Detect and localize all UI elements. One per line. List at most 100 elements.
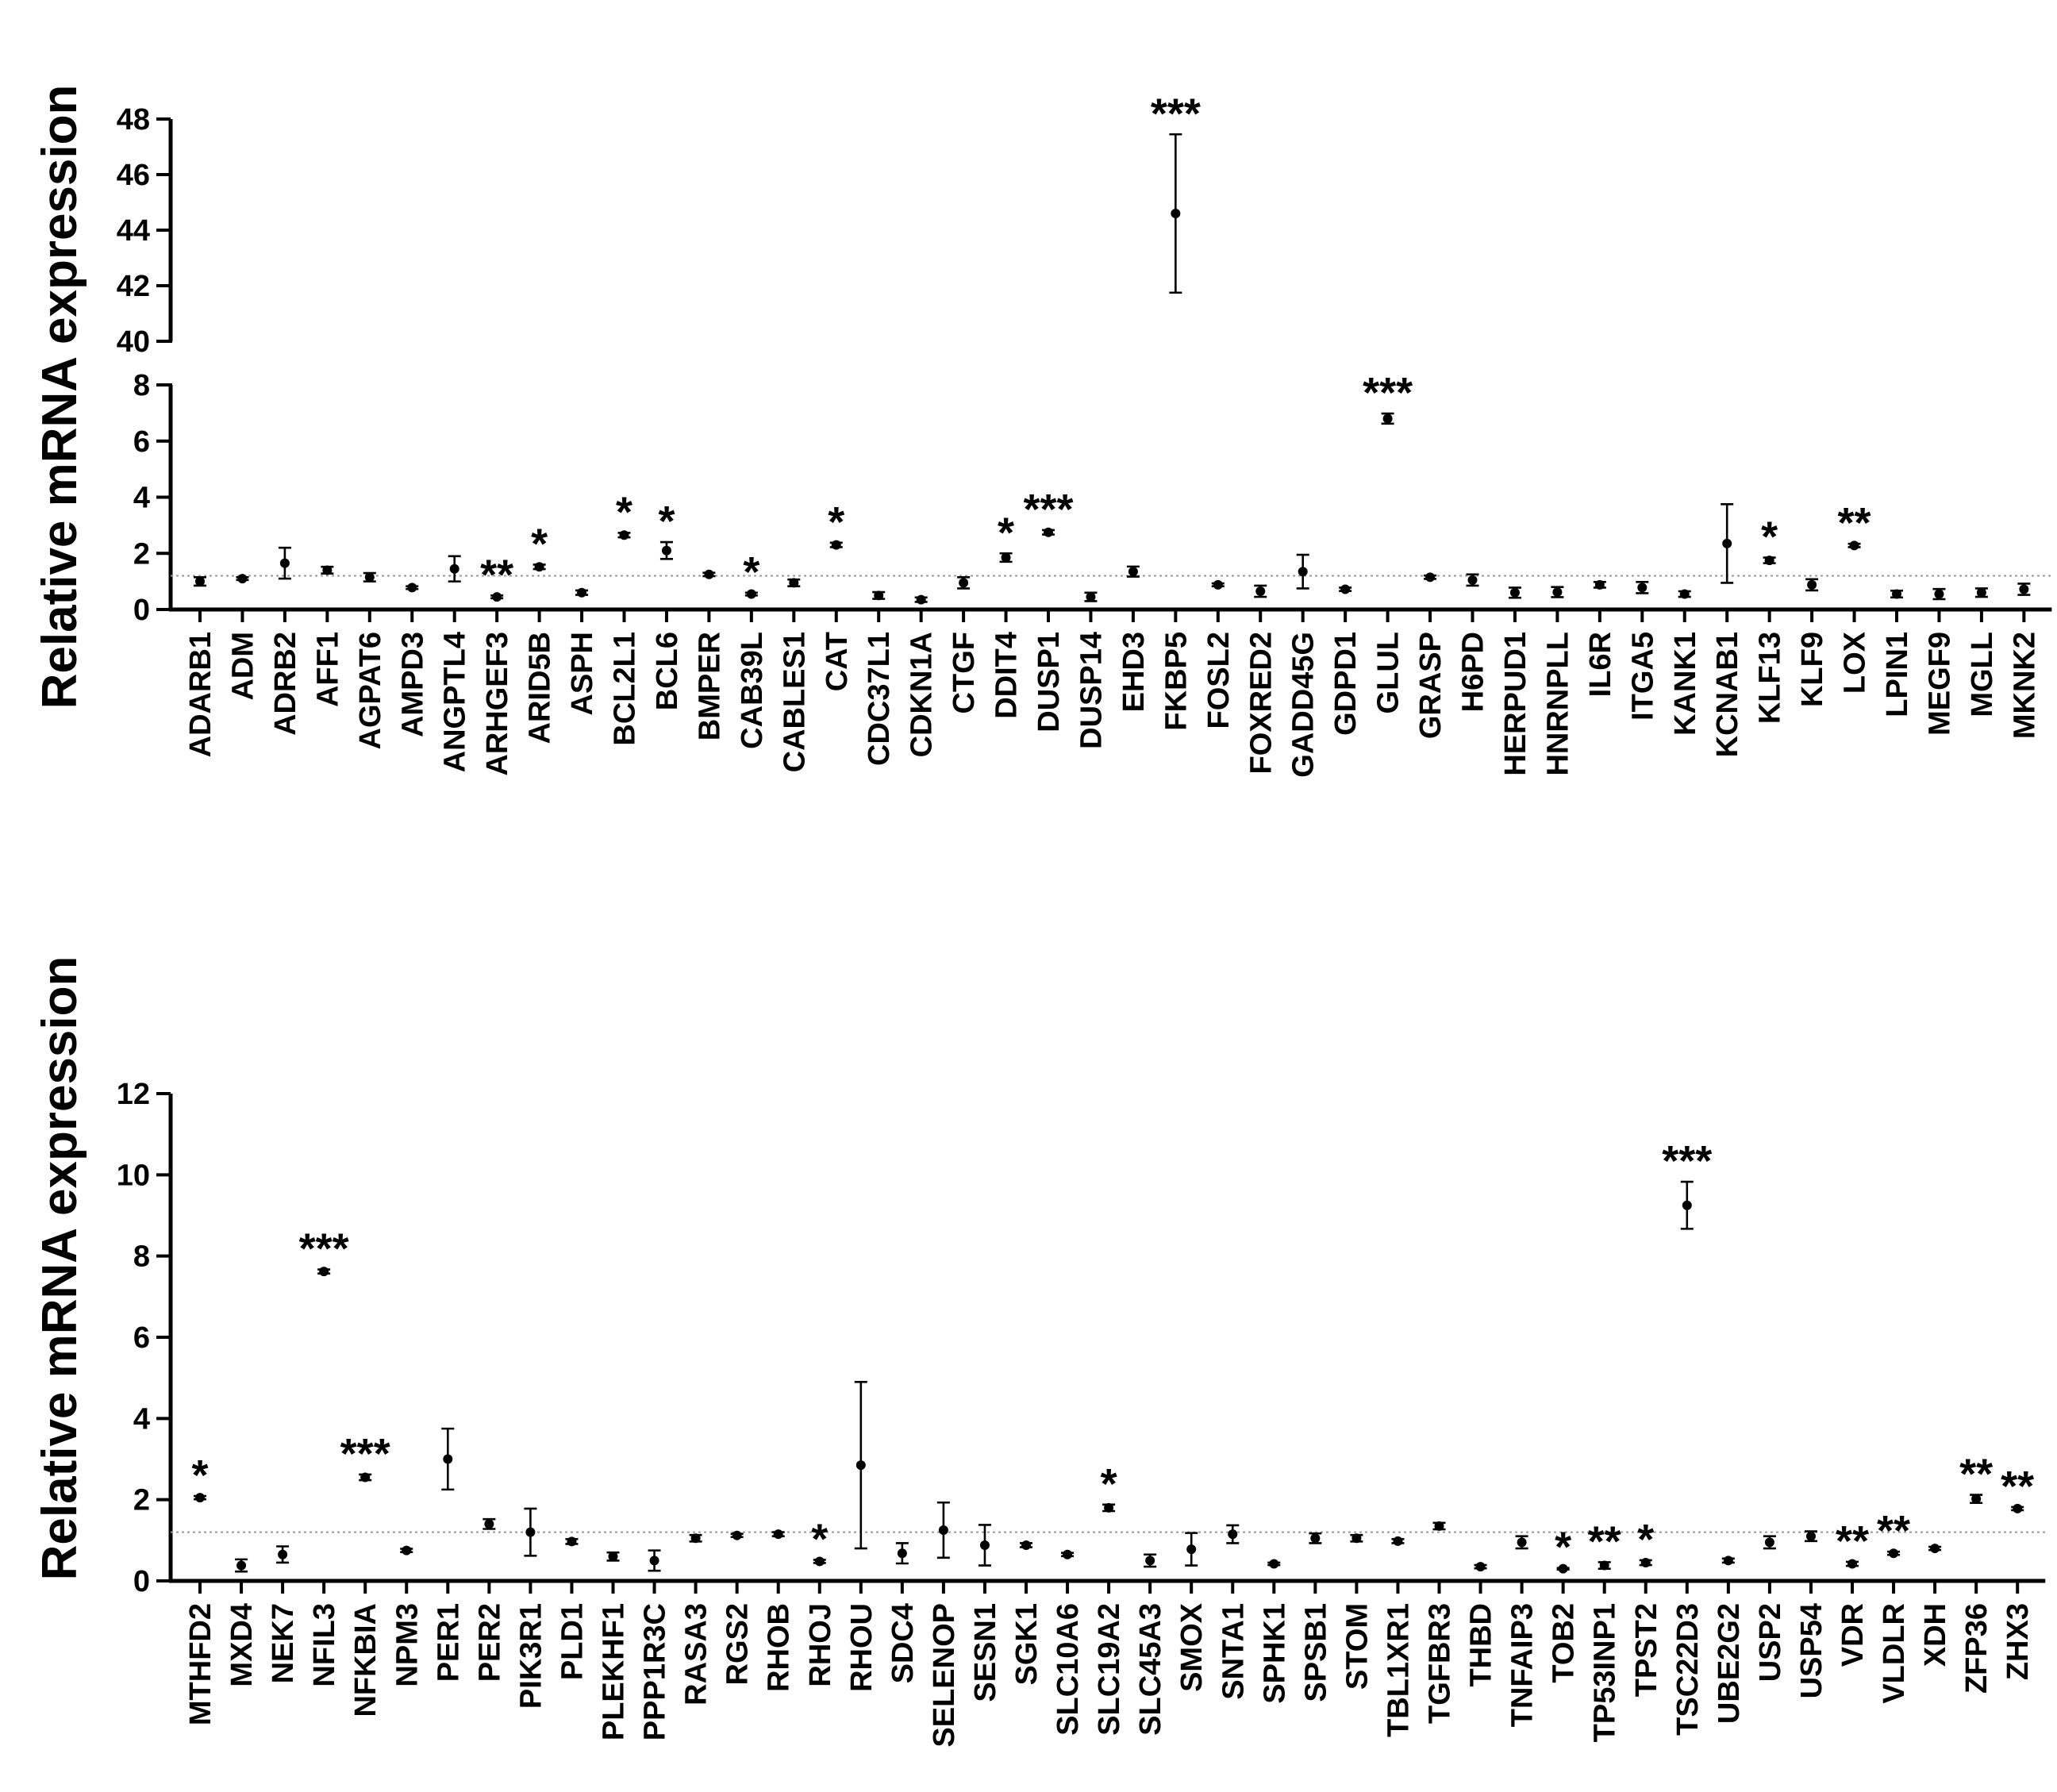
data-point — [567, 1536, 577, 1547]
significance-marker: * — [531, 520, 548, 567]
data-point — [1764, 1537, 1774, 1548]
data-point — [1971, 1494, 1982, 1504]
x-tick-label: FOXRED2 — [1244, 632, 1278, 774]
significance-marker: ** — [480, 551, 513, 598]
x-tick-label: ANGPTL4 — [439, 632, 472, 772]
data-point — [443, 1454, 453, 1464]
x-tick-label: EHD3 — [1117, 632, 1151, 712]
y-axis-label-bottom: Relative mRNA expression — [33, 956, 87, 1581]
x-tick-label: ZFP36 — [1960, 1603, 1994, 1694]
x-tick-label: RHOU — [845, 1603, 879, 1692]
y-tick-label: 12 — [117, 1078, 150, 1111]
y-tick-label: 40 — [117, 325, 150, 359]
x-tick-label: TP53INP1 — [1589, 1603, 1622, 1742]
significance-marker: * — [743, 548, 759, 596]
data-point — [1682, 1200, 1692, 1210]
data-point — [1310, 1533, 1321, 1544]
y-tick-label: 2 — [133, 1484, 150, 1517]
data-point — [279, 558, 290, 568]
data-point — [916, 594, 926, 605]
y-tick-label: 8 — [133, 369, 150, 402]
y-tick-label: 48 — [117, 103, 150, 137]
data-point — [1382, 413, 1393, 424]
data-point — [534, 562, 544, 572]
data-point — [897, 1548, 907, 1559]
data-point — [195, 576, 205, 586]
x-tick-label: RHOB — [763, 1603, 796, 1692]
x-tick-label: KCNAB1 — [1711, 632, 1744, 757]
x-tick-label: SMOX — [1175, 1602, 1209, 1692]
data-point — [979, 1540, 990, 1550]
x-tick-label: SNTA1 — [1217, 1603, 1250, 1700]
data-point — [1722, 538, 1732, 548]
y-tick-label: 2 — [133, 537, 150, 571]
significance-marker: * — [658, 498, 675, 545]
significance-marker: * — [828, 498, 844, 546]
data-point — [1228, 1529, 1238, 1540]
y-tick-label: 42 — [117, 270, 150, 303]
data-point — [525, 1527, 536, 1537]
significance-marker: *** — [340, 1430, 390, 1478]
x-tick-label: SELENOP — [928, 1603, 961, 1748]
data-point — [1269, 1559, 1279, 1569]
data-point — [690, 1533, 701, 1544]
y-tick-label: 10 — [117, 1159, 150, 1192]
significance-marker: * — [811, 1515, 828, 1563]
data-point — [195, 1493, 205, 1503]
significance-marker: * — [998, 509, 1014, 556]
y-tick-label: 4 — [133, 1402, 150, 1436]
x-tick-label: CTGF — [948, 632, 981, 713]
x-tick-label: CABLES1 — [778, 632, 811, 772]
significance-marker: *** — [1023, 486, 1073, 533]
significance-marker: * — [191, 1452, 208, 1499]
x-tick-label: TPST2 — [1630, 1603, 1663, 1697]
data-point — [704, 569, 714, 579]
data-point — [1679, 589, 1690, 599]
data-point — [2013, 1503, 2023, 1513]
x-tick-label: KLF9 — [1796, 632, 1829, 707]
x-tick-label: STOM — [1340, 1603, 1374, 1690]
data-point — [746, 589, 756, 599]
data-point — [1764, 556, 1774, 566]
x-tick-label: TBL1XR1 — [1382, 1603, 1415, 1737]
x-tick-label: AGPAT6 — [354, 632, 387, 750]
x-tick-label: AMPD3 — [396, 632, 429, 737]
significance-marker: ** — [1877, 1507, 1910, 1555]
significance-marker: *** — [1662, 1137, 1712, 1185]
data-point — [1640, 1557, 1651, 1567]
x-tick-label: LOX — [1839, 631, 1872, 694]
x-tick-label: DDIT4 — [990, 632, 1024, 719]
significance-marker: * — [616, 488, 632, 536]
y-tick-label: 4 — [133, 482, 150, 515]
data-point — [484, 1519, 494, 1529]
x-tick-label: USP54 — [1795, 1603, 1828, 1698]
x-tick-label: BCL2L1 — [609, 632, 642, 746]
data-point — [1976, 587, 1986, 598]
data-point — [360, 1472, 371, 1482]
data-point — [959, 578, 969, 588]
x-tick-label: PPP1R3C — [639, 1603, 672, 1740]
x-tick-label: AFF1 — [311, 632, 344, 707]
data-point — [814, 1556, 825, 1567]
data-point — [407, 583, 417, 593]
data-point — [1807, 579, 1817, 590]
significance-marker: ** — [1959, 1451, 1993, 1498]
x-tick-label: DUSP1 — [1032, 632, 1066, 733]
data-point — [874, 590, 884, 601]
x-tick-label: CAB39L — [736, 632, 769, 749]
data-point — [1213, 579, 1223, 590]
x-tick-label: TOB2 — [1548, 1603, 1581, 1683]
data-point — [1475, 1562, 1486, 1572]
x-tick-label: MGLL — [1966, 632, 1999, 717]
x-tick-label: SLC45A3 — [1134, 1603, 1167, 1736]
x-tick-label: PLEKHF1 — [598, 1603, 631, 1740]
x-tick-label: CDKN1A — [905, 632, 939, 757]
y-tick-label: 0 — [133, 594, 150, 627]
x-tick-label: VLDLR — [1878, 1603, 1911, 1704]
y-tick-label: 6 — [133, 425, 150, 459]
data-point — [1723, 1556, 1733, 1566]
x-tick-label: ITGA5 — [1626, 632, 1659, 721]
x-tick-label: RHOJ — [804, 1603, 837, 1687]
x-tick-label: NPM3 — [390, 1603, 424, 1687]
x-tick-label: CAT — [821, 632, 854, 691]
